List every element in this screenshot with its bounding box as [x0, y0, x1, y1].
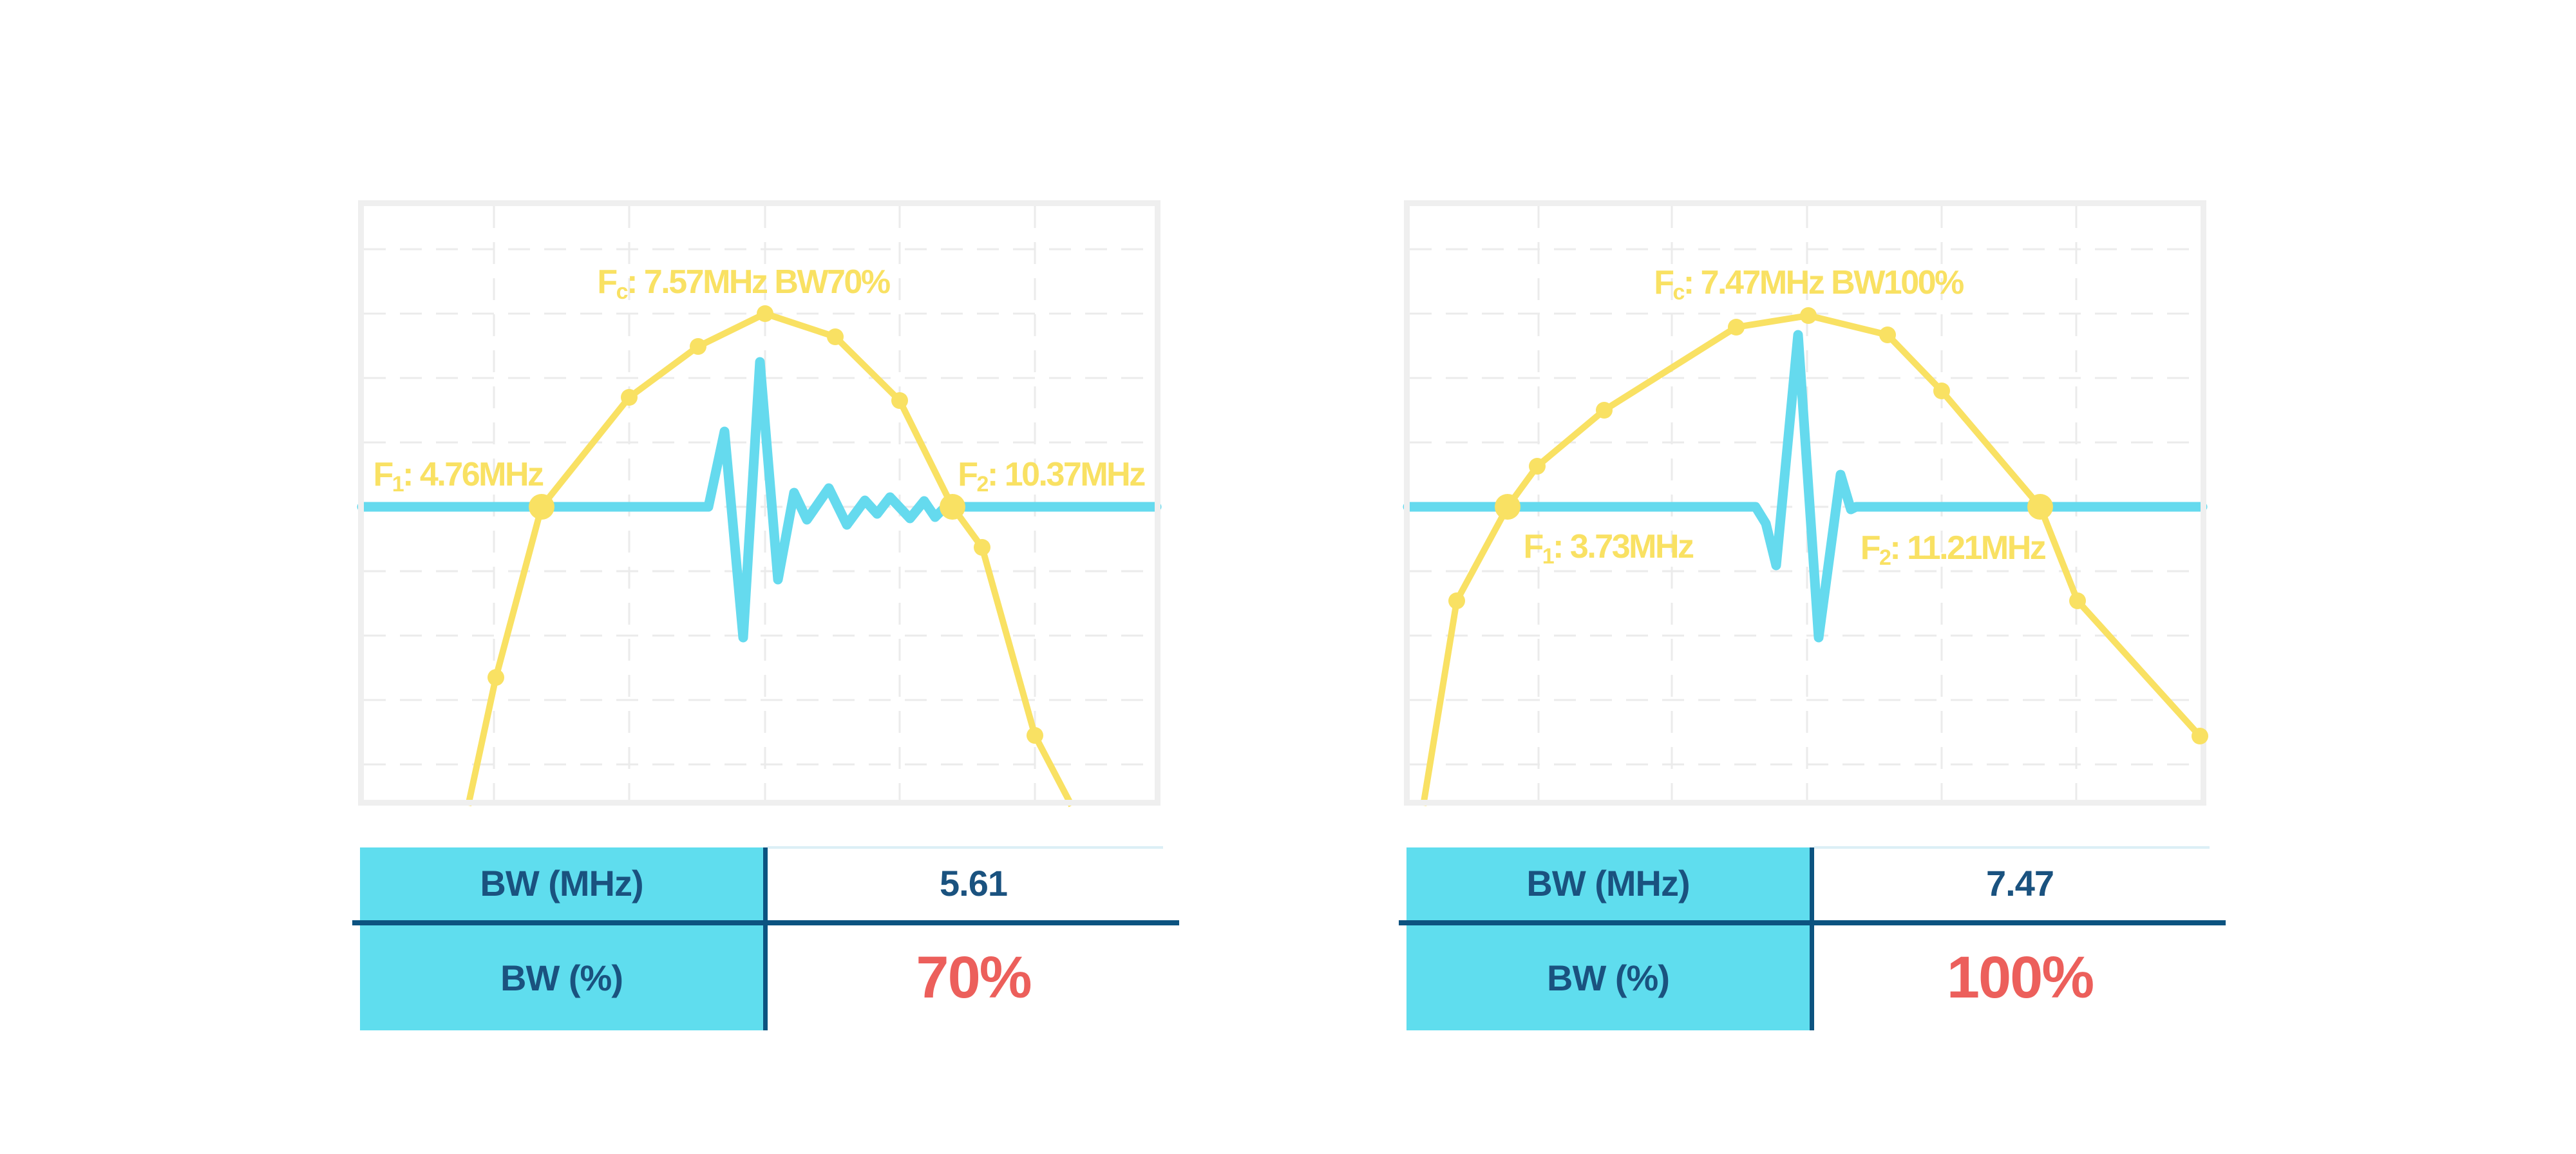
upper-frequency-label: F2: 10.37MHz	[958, 456, 1145, 497]
data-point-marker	[621, 389, 638, 406]
table-label-column-background	[360, 847, 763, 1030]
pulse-waveform	[357, 357, 1162, 643]
table-row-divider	[352, 920, 1179, 925]
data-point-marker	[488, 669, 504, 686]
lower-frequency-label: F1: 3.73MHz	[1523, 528, 1694, 569]
bw-mhz-label: BW (MHz)	[480, 863, 643, 903]
data-point-marker	[2069, 592, 2086, 609]
table-column-divider	[763, 847, 768, 1030]
table-top-border	[768, 846, 1163, 849]
chart-border	[358, 200, 1160, 806]
data-point-marker	[1529, 458, 1546, 475]
crossing-marker	[1495, 494, 1520, 520]
table-label-column-background	[1406, 847, 1810, 1030]
data-point-marker	[1879, 326, 1896, 343]
chart-border	[1404, 200, 2206, 806]
data-point-marker	[1596, 402, 1613, 419]
data-point-marker	[1728, 319, 1745, 336]
lower-frequency-label: F1: 4.76MHz	[373, 456, 544, 497]
data-point-marker	[1933, 383, 1950, 399]
spectrum-curve	[465, 310, 1075, 808]
upper-frequency-label: F2: 11.21MHz	[1861, 529, 2046, 570]
crossing-marker	[940, 494, 965, 520]
table-row-divider	[1399, 920, 2226, 925]
data-point-marker	[757, 305, 773, 322]
data-point-marker	[1800, 307, 1817, 324]
bw-mhz-label: BW (MHz)	[1526, 863, 1690, 903]
chart-panel-bw100: Fc: 7.47MHz BW100% F1: 3.73MHz F2: 11.21MH…	[1403, 200, 2208, 806]
bw-pct-label: BW (%)	[1547, 958, 1670, 998]
data-point-marker	[1027, 727, 1043, 744]
crossing-marker	[529, 494, 554, 520]
data-point-marker	[974, 539, 990, 556]
data-point-marker	[827, 328, 844, 345]
bw-table-70: BW (MHz) 5.61 BW (%) 70%	[352, 846, 1179, 1030]
center-frequency-label: Fc: 7.57MHz BW70%	[597, 263, 889, 304]
spectrum-markers	[488, 305, 1043, 744]
crossing-marker	[2027, 494, 2053, 520]
chart-panel-bw70: Fc: 7.57MHz BW70% F1: 4.76MHz F2: 10.37MHz	[357, 200, 1162, 808]
bw-mhz-value: 5.61	[940, 863, 1008, 903]
pulse-waveform	[1403, 330, 2208, 643]
bw-mhz-value: 7.47	[1986, 863, 2054, 903]
bw-pct-value: 100%	[1946, 945, 2094, 1010]
data-point-marker	[891, 392, 908, 409]
spectrum-curve	[1420, 312, 2202, 806]
center-frequency-label: Fc: 7.47MHz BW100%	[1654, 264, 1964, 305]
data-point-marker	[1448, 592, 1465, 609]
data-point-marker	[2192, 728, 2208, 744]
table-top-border	[1814, 846, 2210, 849]
spectrum-markers	[1448, 307, 2208, 744]
data-point-marker	[690, 338, 706, 355]
bw-pct-label: BW (%)	[500, 958, 623, 998]
bw-table-100: BW (MHz) 7.47 BW (%) 100%	[1399, 846, 2226, 1030]
bw-pct-value: 70%	[916, 945, 1032, 1010]
table-column-divider	[1810, 847, 1814, 1030]
